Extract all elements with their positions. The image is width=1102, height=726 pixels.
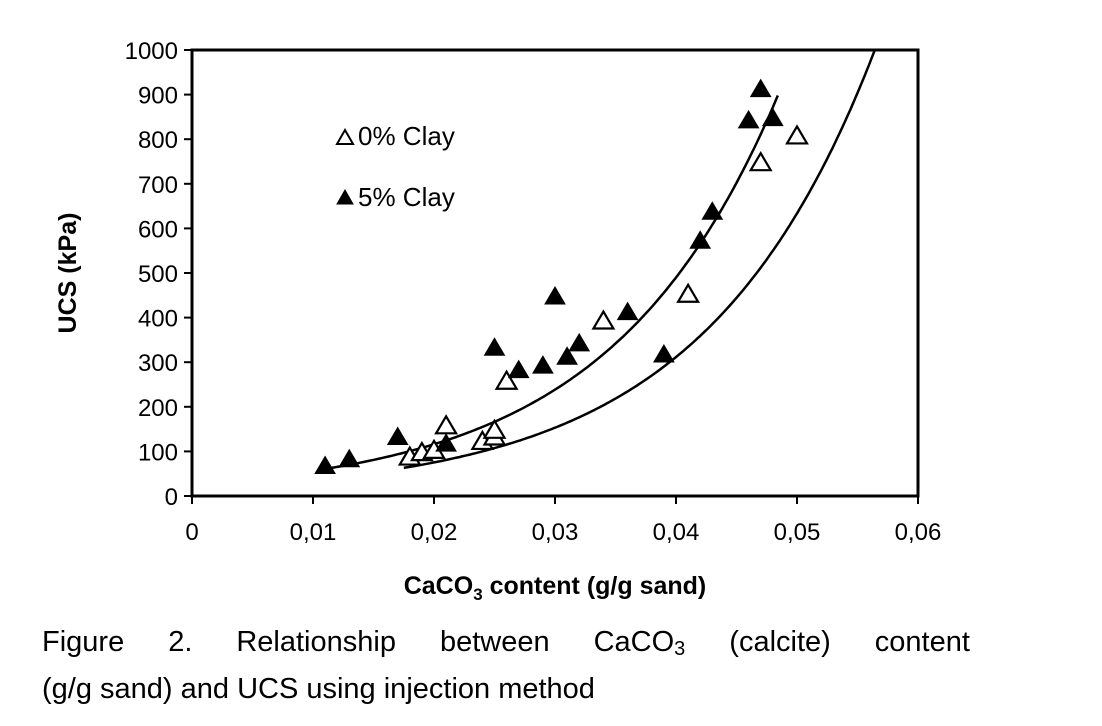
data-point-0-clay: [494, 369, 519, 390]
data-point-5-clay: [532, 355, 554, 374]
x-tick-label: 0,05: [774, 519, 821, 546]
y-tick-label: 100: [138, 439, 178, 466]
data-point-5-clay: [435, 433, 457, 452]
plot-area: [190, 48, 920, 498]
x-axis-title-subscript: 3: [473, 585, 482, 604]
data-point-5-clay: [386, 426, 409, 445]
y-tick-label: 200: [138, 395, 178, 422]
filled-triangle-icon: [336, 188, 354, 205]
data-point-5-clay: [483, 337, 506, 356]
y-tick-label: 300: [138, 350, 178, 377]
caption-word: (calcite): [729, 626, 831, 658]
data-point-0-clay: [748, 151, 773, 172]
x-axis-title: CaCO3 content (g/g sand): [404, 572, 707, 604]
x-axis: 0 0,01 0,02 0,03 0,04 0,05 0,06: [185, 496, 941, 546]
data-point-0-clay: [785, 124, 809, 145]
data-point-5-clay: [507, 359, 530, 379]
caption-word: Relationship: [236, 626, 396, 658]
trendline-0-clay: [403, 49, 876, 470]
data-markers: [314, 78, 809, 474]
open-triangle-icon: [335, 127, 355, 145]
y-tick-label: 0: [165, 484, 178, 511]
y-axis: 0 100 200 300 400 500 600 700 800 900 1000: [125, 38, 192, 511]
y-tick-label: 500: [138, 261, 178, 288]
x-tick-label: 0,01: [290, 519, 337, 546]
x-tick-label: 0,04: [653, 519, 700, 546]
data-point-5-clay: [689, 230, 712, 249]
caption-formula: CaCO3: [593, 626, 686, 660]
data-point-5-clay: [616, 301, 639, 321]
x-tick-label: 0,02: [411, 519, 458, 546]
data-point-5-clay: [556, 346, 578, 365]
legend-item-0-clay: 0% Clay: [335, 121, 455, 151]
data-point-5-clay: [653, 343, 675, 363]
x-tick-label: 0,06: [895, 519, 942, 546]
data-point-5-clay: [749, 78, 772, 98]
caption-word: Figure: [42, 626, 125, 658]
y-tick-label: 700: [138, 172, 178, 199]
caption-word: between: [439, 626, 550, 658]
x-tick-label: 0: [185, 519, 198, 546]
caption-word: content: [874, 626, 970, 658]
legend: 0% Clay 5% Clay: [335, 121, 455, 212]
y-tick-label: 1000: [125, 38, 178, 65]
data-point-5-clay: [544, 286, 566, 305]
data-point-5-clay: [568, 332, 591, 352]
data-point-5-clay: [737, 109, 760, 129]
data-point-5-clay: [338, 448, 361, 468]
data-point-5-clay: [314, 455, 336, 474]
data-point-0-clay: [482, 418, 507, 439]
y-tick-label: 400: [138, 306, 178, 333]
y-axis-title: UCS (kPa): [54, 213, 82, 334]
legend-label-0-clay: 0% Clay: [358, 121, 455, 151]
data-point-5-clay: [701, 201, 724, 220]
caption-line-2: (g/g sand) and UCS using injection metho…: [42, 673, 595, 705]
y-tick-label: 600: [138, 216, 178, 243]
data-point-0-clay: [676, 282, 701, 303]
scatter-chart: 0 100 200 300 400 500 600 700 800 900 1000 0 0,01 0,…: [54, 38, 941, 604]
figure-caption: Figure 2. Relationship between CaCO3 (ca…: [42, 622, 1042, 709]
y-tick-label: 900: [138, 83, 178, 110]
x-tick-label: 0,03: [532, 519, 579, 546]
legend-label-5-clay: 5% Clay: [358, 182, 455, 212]
legend-item-5-clay: 5% Clay: [336, 182, 455, 212]
y-tick-label: 800: [138, 127, 178, 154]
caption-line-1: Figure 2. Relationship between CaCO3 (ca…: [42, 622, 970, 669]
data-point-0-clay: [591, 309, 616, 330]
data-point-5-clay: [761, 107, 784, 127]
caption-word: 2.: [168, 626, 193, 658]
